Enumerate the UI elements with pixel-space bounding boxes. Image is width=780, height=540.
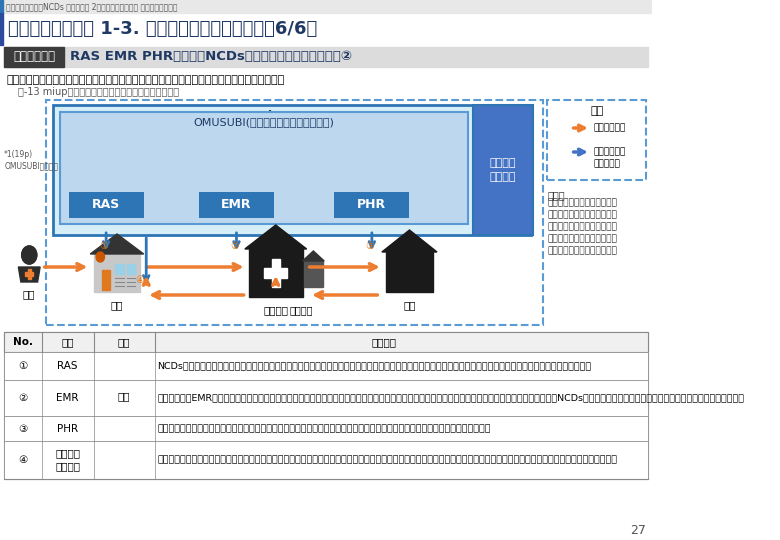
- Bar: [4, 416, 647, 441]
- Circle shape: [22, 246, 37, 264]
- Bar: [199, 192, 274, 218]
- Text: ：患者の動き: ：患者の動き: [594, 124, 626, 132]
- Text: バングラデシュにおける一般的なペイシェントジャーニー（例）と、弊社システムの提供価値: バングラデシュにおける一般的なペイシェントジャーニー（例）と、弊社システムの提供…: [7, 75, 285, 85]
- Text: 在庫管理
システム: 在庫管理 システム: [55, 448, 80, 471]
- Text: ④: ④: [18, 455, 27, 465]
- Bar: [94, 254, 140, 292]
- Bar: [4, 352, 647, 380]
- Text: No.: No.: [12, 337, 33, 347]
- Circle shape: [22, 246, 37, 264]
- Text: ①: ①: [18, 361, 27, 371]
- Text: ④: ④: [136, 275, 144, 285]
- Bar: [115, 264, 124, 274]
- Polygon shape: [303, 251, 324, 261]
- Text: 在庫管理
システム: 在庫管理 システム: [490, 158, 516, 183]
- Bar: [473, 105, 534, 235]
- Bar: [69, 192, 144, 218]
- Text: 在宅: 在宅: [403, 300, 416, 310]
- Text: バングラデシュ／NCDs ／アプリ／ 2．医療・公衆衛生／ 医療課題・ニーズ: バングラデシュ／NCDs ／アプリ／ 2．医療・公衆衛生／ 医療課題・ニーズ: [5, 2, 177, 11]
- Text: 薬局での医薬品在庫管理が適切に行われることで、患者自身は欠かすことなく必要な医薬品を購入することができる。継続的な服薬により、患者の疾患状態の改善が期待される。: 薬局での医薬品在庫管理が適切に行われることで、患者自身は欠かすことなく必要な医薬…: [157, 456, 617, 464]
- Text: 医療機関: 医療機関: [264, 305, 289, 315]
- Bar: [127, 264, 136, 274]
- Text: 患者: 患者: [118, 392, 130, 402]
- Text: 提供価値: 提供価値: [372, 337, 397, 347]
- Bar: [386, 252, 433, 292]
- Text: 27: 27: [630, 524, 646, 537]
- Bar: [4, 47, 647, 67]
- Text: miup社システム: miup社システム: [256, 110, 328, 123]
- Text: ：製品による
　価値提供: ：製品による 価値提供: [594, 147, 626, 168]
- Polygon shape: [19, 267, 40, 282]
- Bar: [60, 112, 468, 224]
- Text: ②: ②: [230, 241, 239, 251]
- Bar: [4, 47, 64, 67]
- Bar: [0, 0, 652, 13]
- Text: RAS EMR PHRの連動がNCDs重症化予防にもたらす影響②: RAS EMR PHRの連動がNCDs重症化予防にもたらす影響②: [70, 51, 353, 64]
- Bar: [46, 100, 543, 325]
- Circle shape: [96, 252, 105, 262]
- Text: 調査タイトル: 調査タイトル: [13, 51, 55, 64]
- Text: 患者: 患者: [23, 289, 36, 299]
- Bar: [304, 261, 323, 287]
- Text: 凡例: 凡例: [590, 106, 603, 116]
- Bar: [249, 249, 303, 297]
- Bar: [4, 441, 647, 479]
- Text: OMUSUBI(患者情報相互管理システム): OMUSUBI(患者情報相互管理システム): [193, 117, 335, 127]
- Bar: [4, 332, 647, 479]
- Text: *1(19p)
OMUSUBIシステム: *1(19p) OMUSUBIシステム: [4, 150, 58, 171]
- Bar: [4, 380, 647, 416]
- Polygon shape: [245, 225, 307, 249]
- Text: 薬局: 薬局: [111, 300, 123, 310]
- Text: PHR: PHR: [57, 423, 78, 434]
- Text: 医療機関は、EMRに蓄積されたヒストリカルデータをもとに、患者の過去トレンドに応じた個別化された医療を提供する。それにより、患者は効果的にNCDs治療を進めるこ: 医療機関は、EMRに蓄積されたヒストリカルデータをもとに、患者の過去トレンドに応…: [157, 394, 744, 402]
- Bar: [0, 0, 3, 13]
- Text: ②: ②: [18, 393, 27, 403]
- Text: 図-13 miup社システムによるペイシェントジャーニー: 図-13 miup社システムによるペイシェントジャーニー: [19, 87, 179, 97]
- Text: 投薬リマインダーや疾患鑑発、治療アドバイス等の機能により、在宅でのセルフケアの質が高まり、治療効果が引き上げられる。: 投薬リマインダーや疾患鑑発、治療アドバイス等の機能により、在宅でのセルフケアの質…: [157, 424, 491, 433]
- Text: ①: ①: [99, 241, 108, 251]
- Bar: [271, 259, 280, 287]
- Text: バングラデシュ地方部では、
様々な背景から薬局が疾患治
療の入口として患者にケアを
提供し、必要に応じて医療機
関へ紹介するケースが一般的: バングラデシュ地方部では、 様々な背景から薬局が疾患治 療の入口として患者にケア…: [548, 198, 617, 255]
- Text: RAS: RAS: [58, 361, 78, 371]
- Bar: [0, 13, 3, 45]
- Text: ③: ③: [365, 241, 374, 251]
- Polygon shape: [382, 230, 437, 252]
- Bar: [548, 100, 646, 180]
- Bar: [335, 192, 410, 218]
- Bar: [4, 332, 647, 352]
- Text: NCDsリスクの早期発見、セルフケア情報の提供、医療機関の紹介等の機能により、患者は自身の健康状態を自覚し、それに応じた適切な行動をとることができる。: NCDsリスクの早期発見、セルフケア情報の提供、医療機関の紹介等の機能により、患…: [157, 361, 591, 370]
- Text: 【実証調査活動】 1-3. 現地実証実験　調査結果（6/6）: 【実証調査活動】 1-3. 現地実証実験 調査結果（6/6）: [9, 20, 317, 38]
- Text: RAS: RAS: [92, 199, 120, 212]
- Polygon shape: [90, 234, 144, 254]
- Bar: [52, 105, 530, 235]
- Text: 備考：: 備考：: [548, 190, 565, 200]
- Bar: [27, 269, 31, 279]
- Text: EMR: EMR: [222, 199, 252, 212]
- Bar: [102, 270, 110, 290]
- Text: 対象: 対象: [118, 337, 130, 347]
- Text: EMR: EMR: [56, 393, 79, 403]
- Bar: [264, 268, 288, 278]
- Text: 製品: 製品: [62, 337, 74, 347]
- Text: ③: ③: [18, 423, 27, 434]
- Text: 定期受診: 定期受診: [289, 305, 313, 315]
- Bar: [25, 272, 34, 276]
- Text: PHR: PHR: [357, 199, 386, 212]
